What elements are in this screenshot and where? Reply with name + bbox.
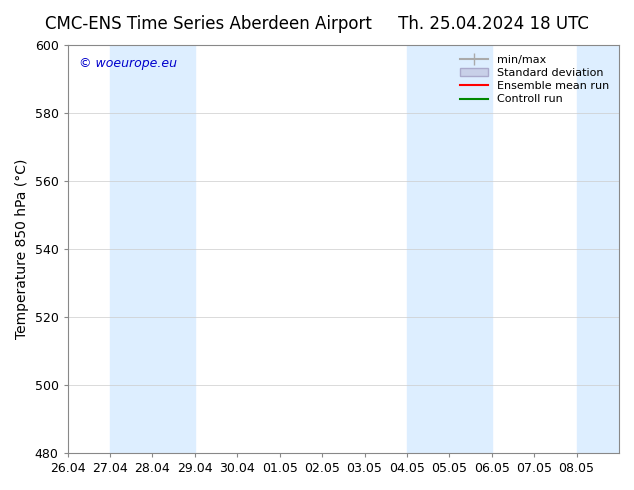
Y-axis label: Temperature 850 hPa (°C): Temperature 850 hPa (°C) [15,159,29,339]
Bar [407,45,492,453]
Text: © woeurope.eu: © woeurope.eu [79,57,177,70]
Bar [576,45,619,453]
Legend: min/max, Standard deviation, Ensemble mean run, Controll run: min/max, Standard deviation, Ensemble me… [456,50,614,109]
Text: CMC-ENS Time Series Aberdeen Airport     Th. 25.04.2024 18 UTC: CMC-ENS Time Series Aberdeen Airport Th.… [45,15,589,33]
Bar [110,45,195,453]
